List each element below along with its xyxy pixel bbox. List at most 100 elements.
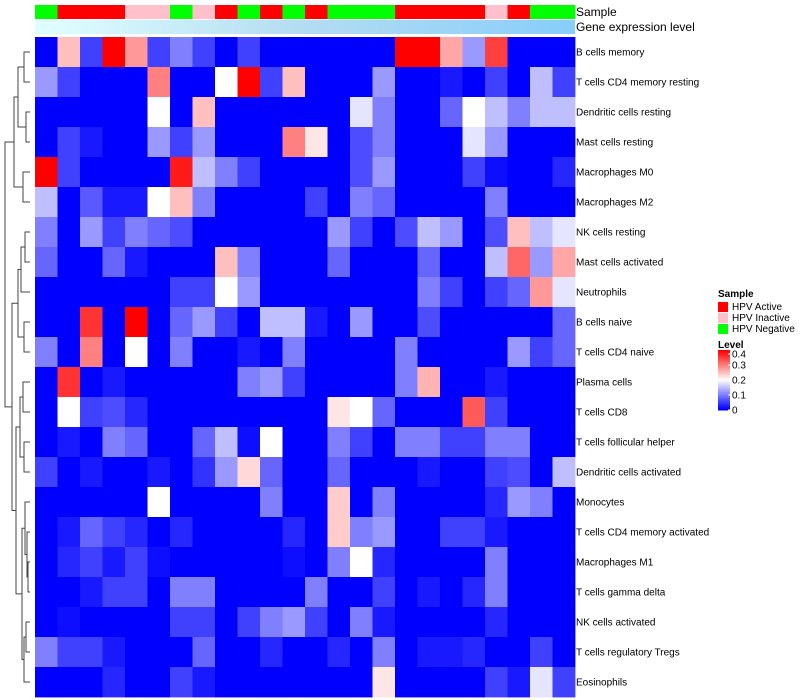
heatmap-cell [237, 127, 261, 158]
heatmap-cell [462, 307, 486, 338]
heatmap-cell [192, 247, 216, 278]
heatmap-cell [440, 337, 463, 368]
heatmap-cell [237, 667, 261, 698]
row-label: Neutrophils [576, 288, 627, 299]
heatmap-cell [350, 157, 373, 188]
heatmap-cell [102, 457, 126, 488]
heatmap-cell [192, 367, 216, 398]
heatmap-cell [305, 67, 328, 98]
heatmap-cell [530, 187, 553, 218]
colorbar-segment [718, 353, 730, 355]
heatmap-cell [372, 457, 396, 488]
heatmap-cell [260, 67, 283, 98]
heatmap-cell [57, 487, 81, 518]
heatmap-cell [552, 37, 576, 68]
heatmap-cell [305, 517, 328, 548]
heatmap-cell [147, 367, 171, 398]
heatmap-cell [552, 547, 576, 578]
heatmap-cell [417, 667, 441, 698]
heatmap-cell [485, 397, 508, 428]
heatmap-cell [417, 457, 441, 488]
heatmap-cell [102, 217, 126, 248]
heatmap-cell [485, 157, 508, 188]
heatmap-cell [417, 367, 441, 398]
heatmap-cell [125, 277, 148, 308]
row-label: Dendritic cells activated [576, 468, 681, 479]
heatmap-cell [552, 367, 576, 398]
heatmap-cell [192, 547, 216, 578]
heatmap-cell [237, 487, 261, 518]
heatmap-cell [552, 457, 576, 488]
heatmap-cell [462, 547, 486, 578]
heatmap-cell [192, 37, 216, 68]
heatmap-cell [170, 577, 193, 608]
sample-anno-cell [530, 5, 553, 19]
colorbar-segment [718, 378, 730, 381]
heatmap-cell [57, 97, 81, 128]
heatmap-cell [260, 457, 283, 488]
heatmap-cell [507, 97, 531, 128]
heatmap-cell [147, 217, 171, 248]
heatmap-cell [102, 427, 126, 458]
heatmap-cell [350, 277, 373, 308]
heatmap-cell [462, 427, 486, 458]
heatmap-cell [57, 547, 81, 578]
heatmap-cell [552, 247, 576, 278]
heatmap-cell [102, 667, 126, 698]
heatmap-cell [417, 607, 441, 638]
heatmap-cell [192, 187, 216, 218]
heatmap-cell [80, 427, 103, 458]
heatmap-cell [507, 427, 531, 458]
heatmap-cell [372, 487, 396, 518]
heatmap-cell [440, 127, 463, 158]
sample-anno-cell [462, 5, 486, 19]
heatmap-cell [215, 607, 238, 638]
heatmap-cell [192, 127, 216, 158]
sample-anno-cell [147, 5, 171, 19]
heatmap-cell [327, 367, 351, 398]
heatmap-cell [260, 547, 283, 578]
heatmap-cell [462, 97, 486, 128]
sample-anno-cell [372, 5, 396, 19]
heatmap-cell [125, 487, 148, 518]
heatmap-cell [170, 187, 193, 218]
heatmap-cell [35, 637, 58, 668]
row-label: B cells naive [576, 318, 633, 329]
heatmap-cell [260, 517, 283, 548]
heatmap-cell [35, 247, 58, 278]
heatmap-cell [57, 457, 81, 488]
heatmap-cell [57, 577, 81, 608]
heatmap-cell [260, 157, 283, 188]
heatmap-cell [462, 217, 486, 248]
heatmap-cell [80, 277, 103, 308]
heatmap-cell [507, 187, 531, 218]
heatmap-cell [485, 577, 508, 608]
level-legend-title: Level [718, 340, 744, 351]
heatmap-cell [237, 517, 261, 548]
row-label: Macrophages M0 [576, 168, 654, 179]
heatmap-cell [395, 517, 418, 548]
heatmap-cell [327, 457, 351, 488]
colorbar-segment [718, 393, 730, 396]
heatmap-cell [57, 37, 81, 68]
heatmap-cell [552, 337, 576, 368]
heatmap-cell [57, 367, 81, 398]
heatmap-cell [147, 247, 171, 278]
heatmap-cell [462, 367, 486, 398]
heatmap-cell [552, 187, 576, 218]
heatmap-cell [305, 127, 328, 158]
heatmap-cells [35, 37, 576, 698]
colorbar-segment [718, 398, 730, 400]
heatmap-cell [102, 367, 126, 398]
heatmap-cell [102, 277, 126, 308]
dendrogram-branch [25, 621, 30, 653]
heatmap-cell [237, 217, 261, 248]
heatmap-cell [395, 487, 418, 518]
heatmap-cell [485, 277, 508, 308]
heatmap-cell [485, 487, 508, 518]
colorbar-segment [718, 377, 730, 379]
heatmap-cell [350, 37, 373, 68]
heatmap-cell [372, 577, 396, 608]
colorbar-segment [718, 402, 730, 405]
